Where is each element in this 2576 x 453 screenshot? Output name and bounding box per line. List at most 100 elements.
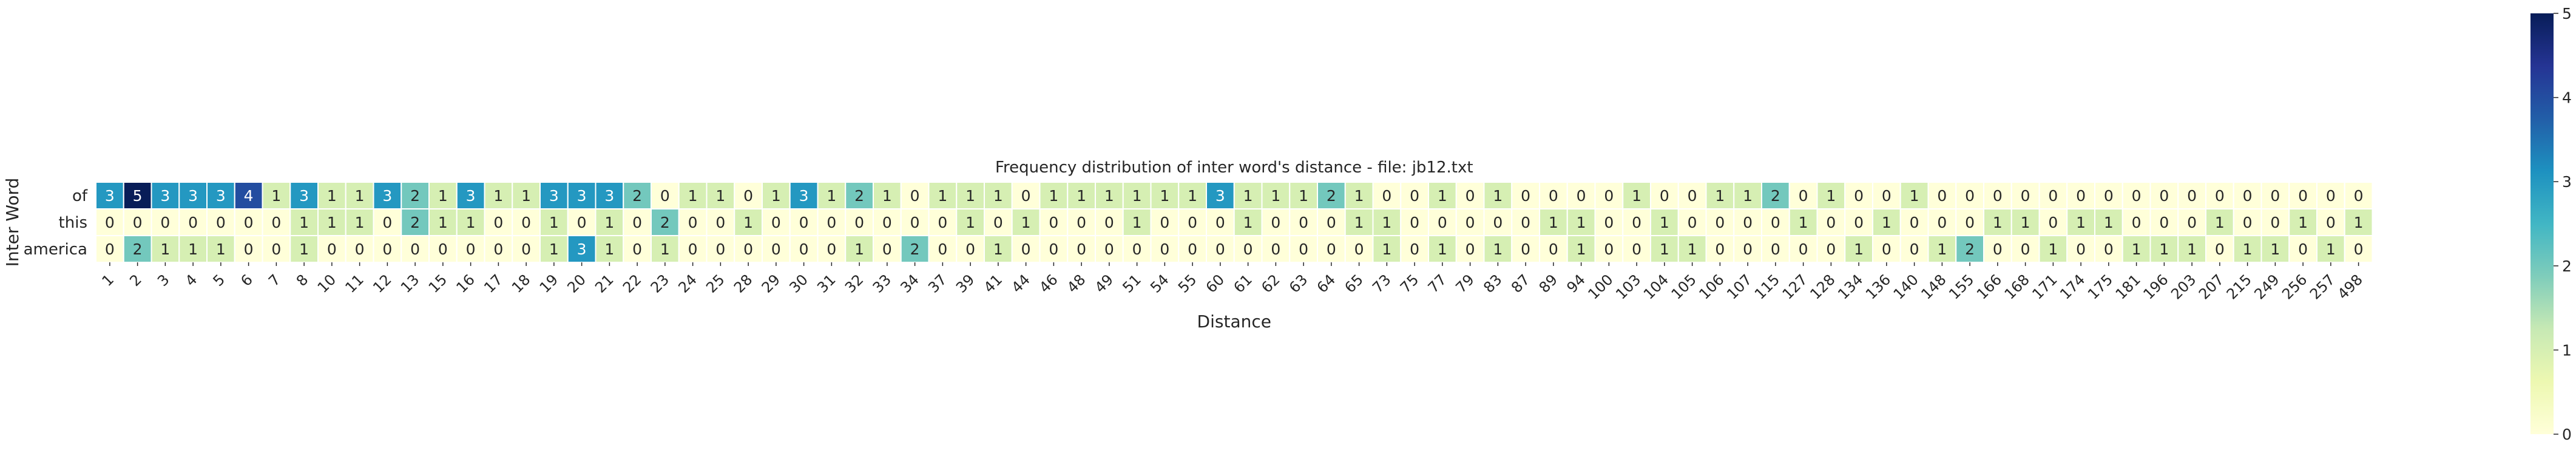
cell-value-label: 0 bbox=[1660, 187, 1669, 205]
heatmap-cell bbox=[1455, 208, 1485, 236]
cell-value-label: 0 bbox=[1188, 214, 1197, 231]
heatmap-cell bbox=[234, 208, 263, 236]
column-label: 8 bbox=[293, 271, 312, 290]
cell-value-label: 0 bbox=[1632, 214, 1641, 231]
column-label: 61 bbox=[1230, 271, 1255, 296]
heatmap-cell bbox=[2233, 182, 2262, 209]
heatmap-cell bbox=[1011, 208, 1041, 236]
cell-value-label: 1 bbox=[2354, 214, 2364, 231]
column-label: 148 bbox=[1918, 271, 1949, 302]
cell-value-label: 0 bbox=[382, 240, 392, 258]
chart-title: Frequency distribution of inter word's d… bbox=[995, 158, 1473, 177]
heatmap-cell bbox=[539, 235, 569, 263]
column-label: 48 bbox=[1064, 271, 1089, 296]
heatmap-cell bbox=[1816, 235, 1846, 263]
heatmap-cell bbox=[1761, 208, 1790, 236]
column-label: 55 bbox=[1175, 271, 1200, 296]
heatmap-cell bbox=[1344, 182, 1374, 209]
heatmap-cell bbox=[289, 182, 319, 209]
column-label: 5 bbox=[210, 271, 229, 290]
column-label: 64 bbox=[1314, 271, 1339, 296]
cell-value-label: 0 bbox=[521, 214, 531, 231]
cell-value-label: 0 bbox=[1826, 240, 1836, 258]
heatmap-cell bbox=[1289, 208, 1318, 236]
column-label: 23 bbox=[647, 271, 672, 296]
cell-value-label: 0 bbox=[938, 240, 947, 258]
cell-value-label: 0 bbox=[1077, 240, 1086, 258]
cell-value-label: 0 bbox=[1937, 214, 1947, 231]
cell-value-label: 1 bbox=[493, 187, 503, 205]
column-label: 20 bbox=[564, 271, 589, 296]
cell-value-label: 2 bbox=[1965, 240, 1975, 258]
cell-value-label: 0 bbox=[1604, 240, 1614, 258]
cell-value-label: 0 bbox=[1215, 214, 1225, 231]
column-label: 19 bbox=[536, 271, 561, 296]
cell-value-label: 0 bbox=[244, 240, 254, 258]
cell-value-label: 0 bbox=[1493, 214, 1503, 231]
cell-value-label: 0 bbox=[1327, 214, 1336, 231]
cell-value-label: 1 bbox=[1382, 240, 1391, 258]
cell-value-label: 0 bbox=[1688, 214, 1697, 231]
cell-value-label: 0 bbox=[1743, 240, 1753, 258]
cell-value-label: 1 bbox=[549, 214, 559, 231]
column-label: 140 bbox=[1890, 271, 1922, 302]
cell-value-label: 1 bbox=[327, 214, 337, 231]
row-label: this bbox=[59, 214, 87, 232]
heatmap-cell bbox=[1955, 235, 1984, 263]
cell-value-label: 1 bbox=[1493, 187, 1503, 205]
column-label: 136 bbox=[1862, 271, 1894, 302]
cell-value-label: 1 bbox=[1132, 187, 1142, 205]
column-label: 89 bbox=[1536, 271, 1561, 296]
cell-value-label: 0 bbox=[799, 240, 809, 258]
column-label: 44 bbox=[1008, 271, 1033, 296]
cell-value-label: 0 bbox=[1465, 187, 1475, 205]
cell-value-label: 0 bbox=[2076, 187, 2086, 205]
column-label: 22 bbox=[620, 271, 644, 296]
heatmap-cell bbox=[845, 208, 874, 236]
cell-value-label: 1 bbox=[660, 240, 670, 258]
cell-value-label: 0 bbox=[1132, 240, 1142, 258]
cell-value-label: 0 bbox=[1771, 214, 1780, 231]
heatmap-cell bbox=[2288, 208, 2317, 236]
column-label: 37 bbox=[925, 271, 950, 296]
cell-value-label: 0 bbox=[1965, 187, 1975, 205]
heatmap-cell bbox=[317, 208, 347, 236]
cell-value-label: 1 bbox=[1882, 214, 1891, 231]
cell-value-label: 0 bbox=[2215, 187, 2225, 205]
cell-value-label: 1 bbox=[1132, 214, 1142, 231]
cell-value-label: 1 bbox=[2215, 214, 2225, 231]
column-label: 25 bbox=[703, 271, 728, 296]
column-label: 28 bbox=[731, 271, 756, 296]
cell-value-label: 0 bbox=[382, 214, 392, 231]
column-label: 100 bbox=[1584, 271, 1616, 302]
cell-value-label: 0 bbox=[1160, 214, 1169, 231]
cell-value-label: 0 bbox=[1077, 214, 1086, 231]
cell-value-label: 0 bbox=[244, 214, 254, 231]
cell-value-label: 1 bbox=[2298, 214, 2308, 231]
heatmap-cell bbox=[2233, 208, 2262, 236]
column-label: 4 bbox=[182, 271, 201, 290]
cell-value-label: 1 bbox=[688, 187, 698, 205]
heatmap-cell bbox=[178, 235, 208, 263]
cell-value-label: 3 bbox=[549, 187, 559, 205]
heatmap-cell bbox=[1400, 182, 1429, 209]
column-label: 33 bbox=[870, 271, 894, 296]
heatmap-cell bbox=[2121, 182, 2151, 209]
cell-value-label: 0 bbox=[2270, 214, 2280, 231]
cell-value-label: 1 bbox=[188, 240, 198, 258]
row-label: america bbox=[24, 240, 87, 259]
cell-value-label: 2 bbox=[854, 187, 864, 205]
heatmap-cell bbox=[1511, 235, 1540, 263]
column-label: 3 bbox=[154, 271, 173, 290]
cell-value-label: 1 bbox=[438, 187, 448, 205]
cell-value-label: 1 bbox=[1660, 240, 1669, 258]
cell-value-label: 0 bbox=[1410, 187, 1419, 205]
cell-value-label: 0 bbox=[743, 240, 753, 258]
cell-value-label: 0 bbox=[1104, 214, 1114, 231]
cell-value-label: 0 bbox=[2048, 187, 2058, 205]
heatmap-cell bbox=[1927, 208, 1957, 236]
heatmap-cell bbox=[1566, 182, 1596, 209]
column-label: 77 bbox=[1425, 271, 1450, 296]
cell-value-label: 0 bbox=[1104, 240, 1114, 258]
cell-value-label: 1 bbox=[1632, 187, 1641, 205]
